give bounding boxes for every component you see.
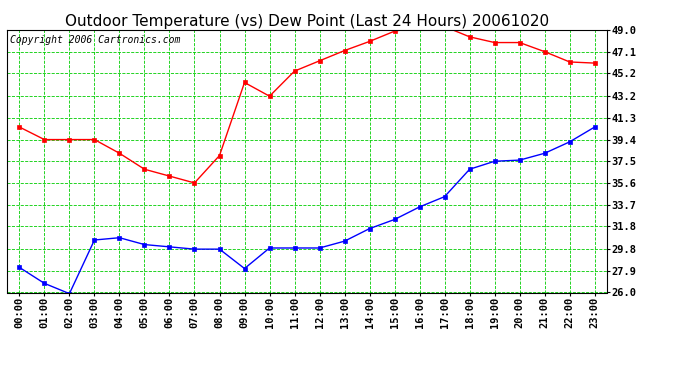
Title: Outdoor Temperature (vs) Dew Point (Last 24 Hours) 20061020: Outdoor Temperature (vs) Dew Point (Last… <box>65 14 549 29</box>
Text: Copyright 2006 Cartronics.com: Copyright 2006 Cartronics.com <box>10 35 180 45</box>
